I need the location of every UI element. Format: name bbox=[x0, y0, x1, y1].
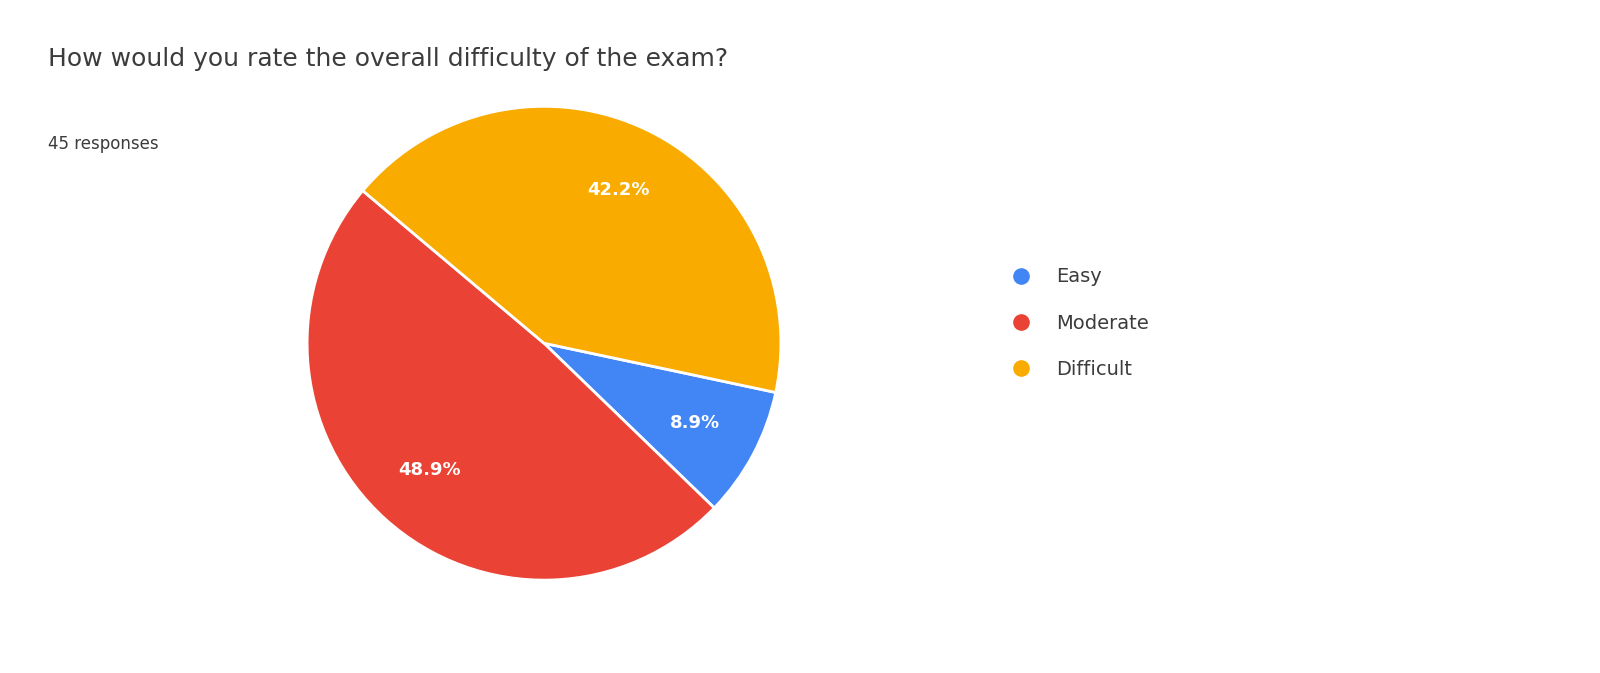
Text: 8.9%: 8.9% bbox=[669, 415, 720, 432]
Legend: Easy, Moderate, Difficult: Easy, Moderate, Difficult bbox=[1002, 267, 1149, 379]
Text: 48.9%: 48.9% bbox=[398, 461, 461, 479]
Text: 45 responses: 45 responses bbox=[48, 135, 158, 153]
Wedge shape bbox=[544, 343, 776, 508]
Wedge shape bbox=[307, 190, 714, 580]
Text: How would you rate the overall difficulty of the exam?: How would you rate the overall difficult… bbox=[48, 47, 728, 71]
Text: 42.2%: 42.2% bbox=[587, 181, 650, 199]
Wedge shape bbox=[363, 106, 781, 392]
